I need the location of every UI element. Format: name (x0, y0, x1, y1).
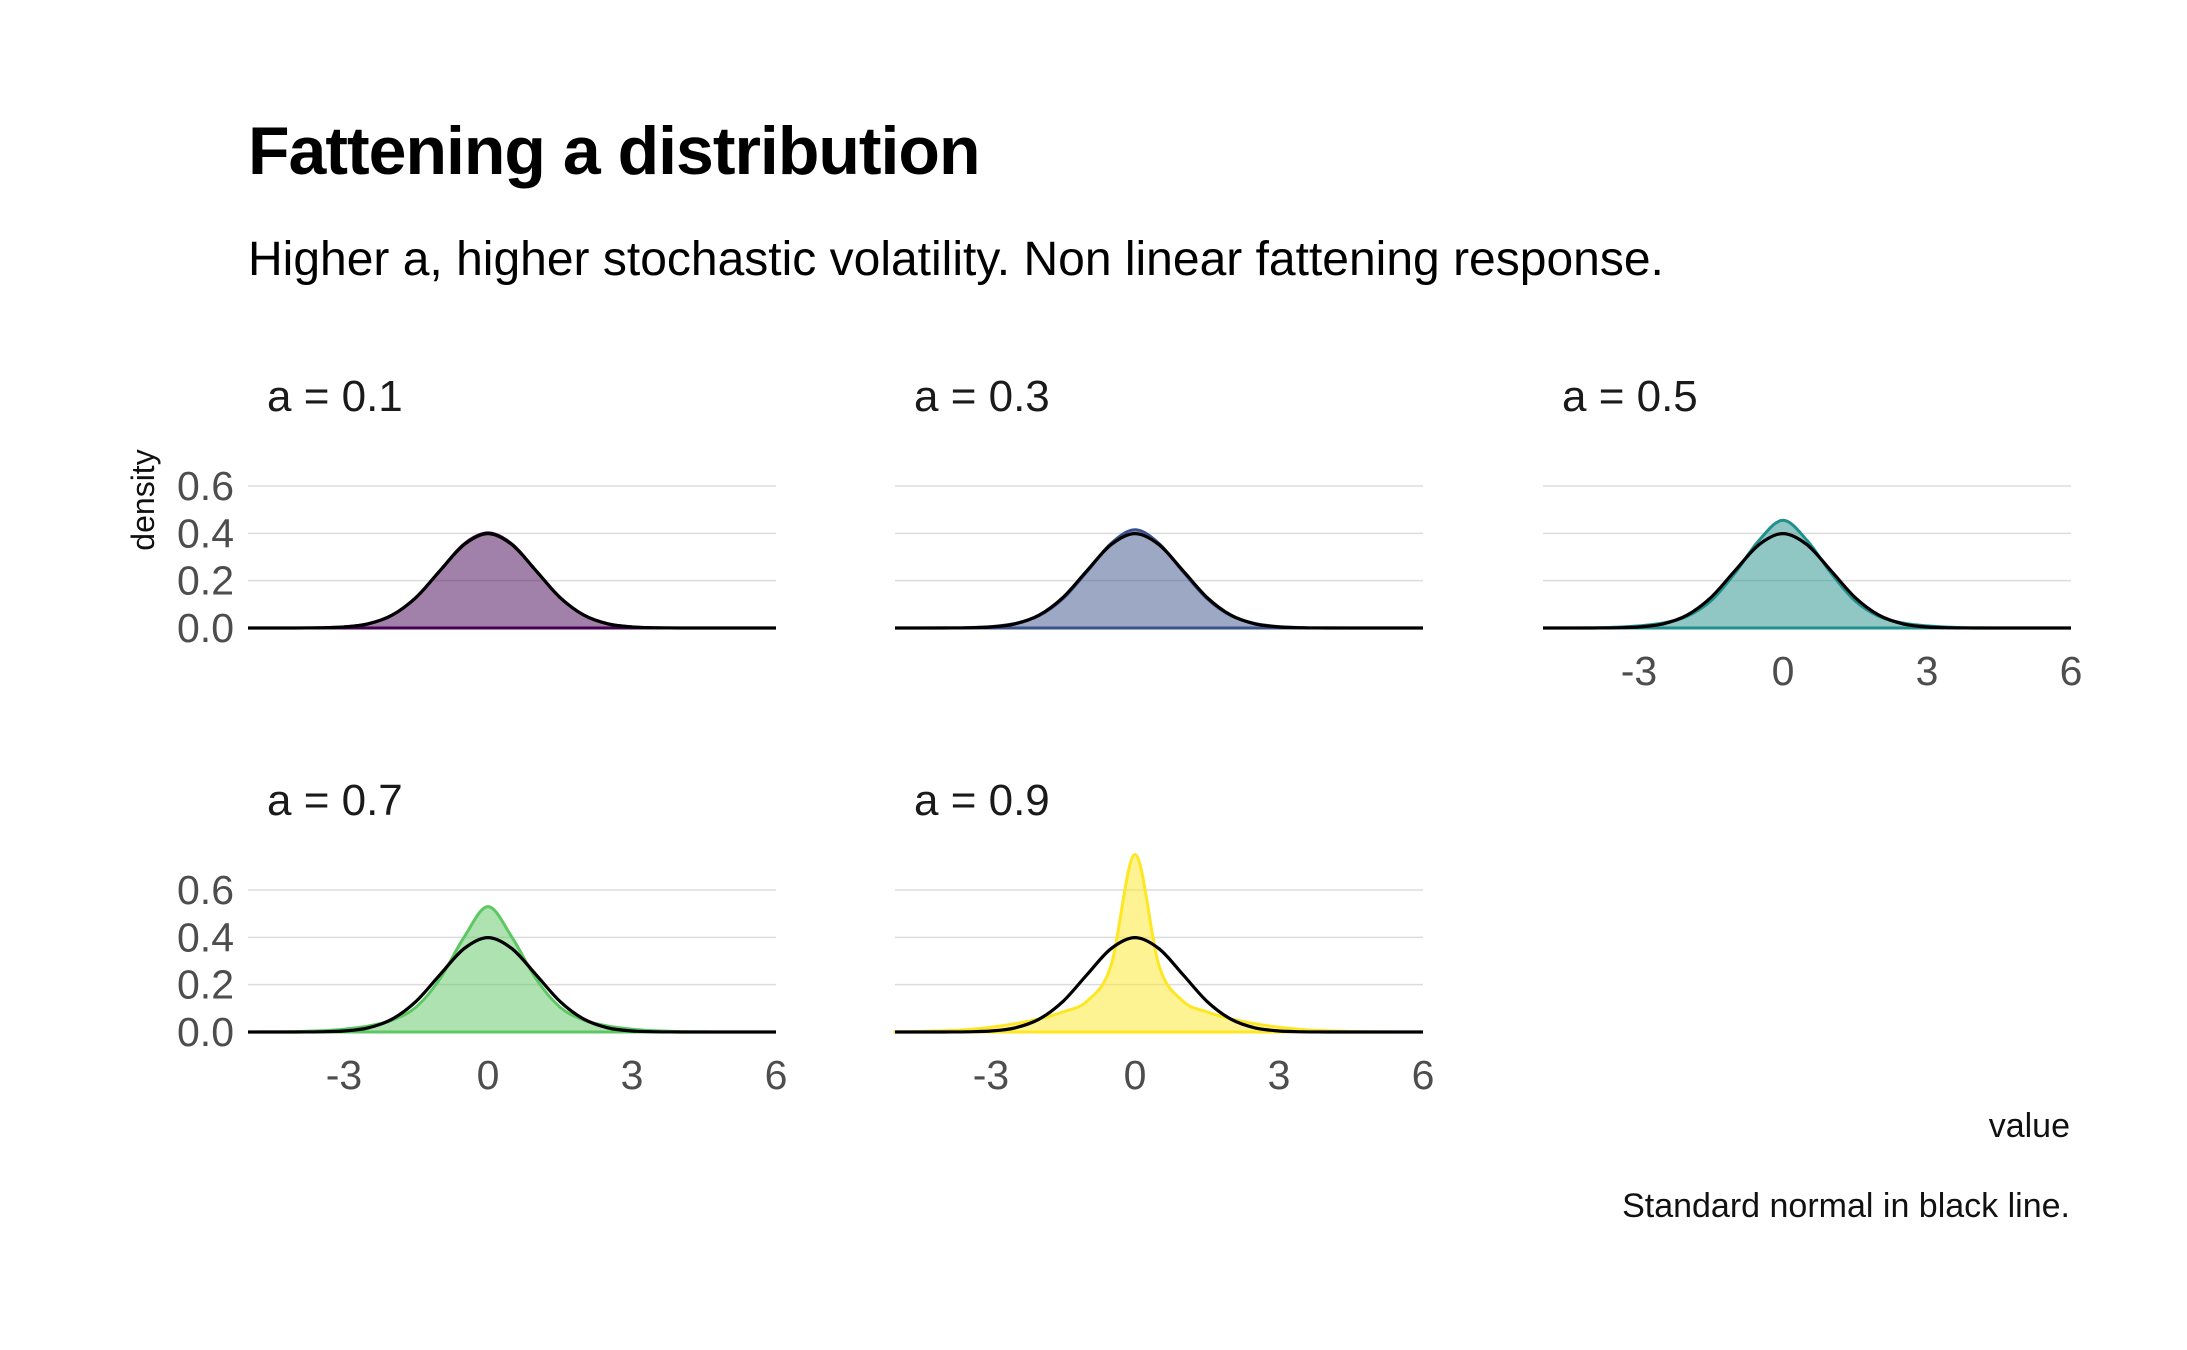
facet-strip-label: a = 0.5 (1562, 372, 1698, 421)
y-tick-label: 0.6 (177, 463, 234, 509)
y-tick-label: 0.2 (177, 558, 234, 604)
normal-reference-line (895, 531, 1423, 630)
normal-reference-line (894, 935, 1423, 1034)
chart-caption: Standard normal in black line. (1622, 1187, 2070, 1225)
x-tick-label: 3 (1916, 648, 1939, 694)
facet-3: a = 0.5 -3 0 3 6 (1543, 372, 2082, 694)
facet-strip-label: a = 0.1 (267, 372, 403, 421)
chart-subtitle: Higher a, higher stochastic volatility. … (248, 233, 1664, 286)
facet-4: a = 0.7 0.00.20.40.6 -3 0 3 6 (177, 776, 787, 1098)
facet-strip-label: a = 0.3 (914, 372, 1050, 421)
x-tick-label: 6 (1412, 1052, 1435, 1098)
x-axis-label: value (1988, 1107, 2070, 1145)
y-tick-label: 0.2 (177, 962, 234, 1008)
density-area (893, 852, 1423, 1034)
normal-reference-line (247, 935, 776, 1034)
y-tick-label: 0.6 (177, 867, 234, 913)
density-area (247, 905, 776, 1034)
x-tick-label: 3 (621, 1052, 644, 1098)
y-axis-label: density (125, 449, 161, 550)
x-tick-label: -3 (973, 1052, 1009, 1098)
facet-5: a = 0.9 -3 0 3 6 (893, 776, 1435, 1098)
facet-strip-label: a = 0.9 (914, 776, 1050, 825)
y-tick-label: 0.0 (177, 1009, 234, 1055)
x-tick-label: 0 (477, 1052, 500, 1098)
x-tick-label: -3 (1621, 648, 1657, 694)
normal-reference-line (1543, 531, 2071, 630)
facet-2: a = 0.3 (895, 372, 1423, 630)
facet-1: a = 0.1 0.00.20.40.6 (177, 372, 776, 651)
x-tick-label: 6 (765, 1052, 788, 1098)
x-tick-label: -3 (326, 1052, 362, 1098)
facet-strip-label: a = 0.7 (267, 776, 403, 825)
chart-title: Fattening a distribution (248, 113, 981, 189)
normal-reference-line (248, 531, 776, 630)
x-tick-label: 0 (1124, 1052, 1147, 1098)
y-tick-label: 0.4 (177, 914, 234, 960)
x-tick-label: 0 (1772, 648, 1795, 694)
density-area (1543, 518, 2071, 630)
y-tick-label: 0.4 (177, 510, 234, 556)
x-tick-label: 3 (1268, 1052, 1291, 1098)
y-tick-label: 0.0 (177, 605, 234, 651)
x-tick-label: 6 (2060, 648, 2083, 694)
